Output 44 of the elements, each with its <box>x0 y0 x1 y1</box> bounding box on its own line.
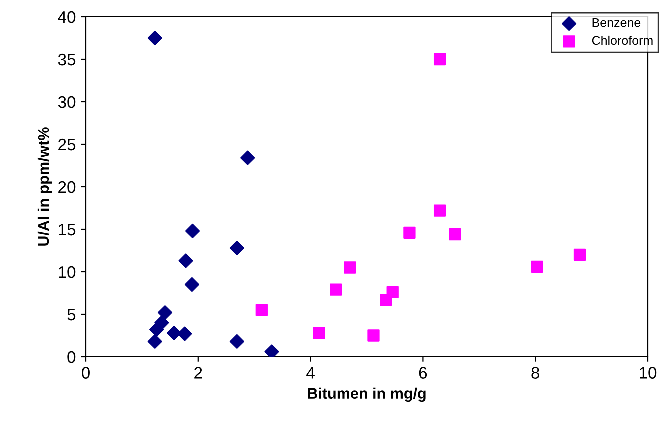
legend-label: Chloroform <box>592 36 653 46</box>
y-tick-label: 25 <box>58 138 76 151</box>
point <box>344 262 356 274</box>
point <box>434 53 446 66</box>
point <box>574 248 586 262</box>
x-tick-label: 4 <box>306 367 315 379</box>
point <box>434 204 446 217</box>
point <box>184 277 200 292</box>
y-tick-label: 20 <box>58 181 76 194</box>
point <box>230 334 244 349</box>
point <box>230 240 244 256</box>
y-tick-label: 5 <box>68 309 76 321</box>
y-tick-label: 10 <box>59 266 76 278</box>
point <box>256 304 268 316</box>
legend-label: Benzene <box>592 18 641 28</box>
x-tick-label: 8 <box>532 367 540 379</box>
point <box>404 226 416 239</box>
x-tick-label: 0 <box>82 367 90 379</box>
point <box>449 228 462 241</box>
point <box>178 326 192 342</box>
point <box>148 30 162 46</box>
point <box>380 294 392 306</box>
y-tick-label: 30 <box>58 96 76 108</box>
point <box>158 306 173 320</box>
point <box>368 330 380 342</box>
point <box>150 322 164 338</box>
y-tick-label: 35 <box>58 54 76 66</box>
y-tick-label: 15 <box>59 224 76 236</box>
point <box>178 254 194 268</box>
x-tick-label: 6 <box>419 367 428 379</box>
point <box>166 326 182 340</box>
point <box>313 327 326 340</box>
x-tick-label: 10 <box>640 367 657 379</box>
point <box>264 344 280 357</box>
y-tick-label: 40 <box>58 11 76 24</box>
y-axis-title: U/Al in ppm/wt% <box>38 128 52 246</box>
x-axis-title: Bitumen in mg/g <box>308 388 426 402</box>
point <box>531 260 544 273</box>
x-tick-label: 2 <box>194 367 202 379</box>
point <box>330 284 342 296</box>
point <box>148 334 162 349</box>
point <box>185 224 200 238</box>
y-tick-label: 0 <box>68 351 76 364</box>
point <box>240 150 256 166</box>
